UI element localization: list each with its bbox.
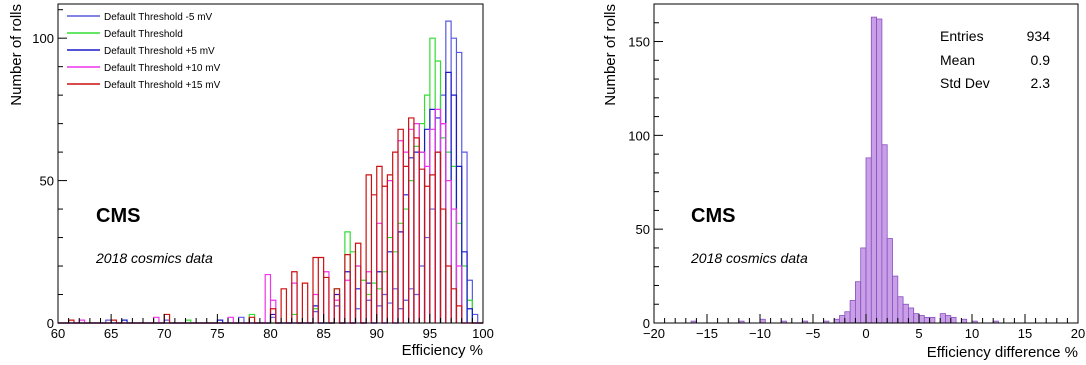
right-panel: −20 −15 −10 −5 0 5 10 15 20 0 50 100 150 Efficiency… (602, 3, 1085, 361)
right-x-tick-label: −5 (806, 326, 821, 341)
stats-mean-label: Mean (940, 52, 975, 68)
histogram-bar (918, 315, 925, 324)
right-y-ticks: 0 50 100 150 (628, 3, 663, 331)
left-x-tick-label: 95 (423, 326, 437, 341)
stats-mean-value: 0.9 (1031, 52, 1051, 68)
histogram-bar (865, 157, 872, 324)
left-x-tick-label: 80 (263, 326, 277, 341)
histogram-bar (886, 238, 893, 324)
stats-box: Entries 934 Mean 0.9 Std Dev 2.3 (940, 28, 1050, 91)
right-x-axis-label: Efficiency difference % (927, 344, 1078, 361)
histogram-bar (961, 318, 968, 324)
stats-stddev-label: Std Dev (940, 75, 990, 91)
histogram-bar (908, 307, 915, 324)
histogram-bar (855, 281, 862, 324)
histogram-bar (876, 18, 883, 324)
right-y-tick-label: 0 (643, 316, 650, 331)
histogram-bar (870, 16, 877, 324)
right-x-tick-label: 15 (1018, 326, 1032, 341)
right-cms-label: CMS (691, 205, 735, 227)
left-x-tick-label: 70 (157, 326, 171, 341)
right-x-tick-label: 5 (915, 326, 922, 341)
histogram-bar (897, 296, 904, 324)
left-x-axis-label: Efficiency % (402, 342, 483, 359)
histogram-bar (913, 313, 920, 324)
histogram-bar (860, 247, 867, 324)
right-x-tick-label: 10 (965, 326, 979, 341)
histogram-bar (892, 275, 899, 324)
legend-label: Default Threshold +5 mV (104, 46, 215, 57)
right-y-tick-label: 150 (628, 35, 650, 50)
left-y-tick-label: 50 (40, 174, 54, 189)
left-x-ticks: 60 65 70 75 80 85 90 95 100 (51, 314, 494, 341)
right-x-tick-label: 20 (1071, 326, 1085, 341)
left-x-tick-label: 100 (472, 326, 494, 341)
histogram-bar (849, 300, 856, 324)
right-dataset-label: 2018 cosmics data (690, 250, 808, 266)
right-y-axis-label: Number of rolls (602, 4, 619, 106)
right-y-tick-label: 50 (636, 222, 650, 237)
left-x-tick-label: 65 (104, 326, 118, 341)
histogram-bar (759, 318, 766, 324)
left-x-tick-label: 90 (370, 326, 384, 341)
left-y-axis-label: Number of rolls (8, 4, 25, 106)
legend-label: Default Threshold +15 mV (104, 80, 221, 91)
left-legend: Default Threshold -5 mV Default Threshold… (67, 12, 221, 91)
right-y-tick-label: 100 (628, 128, 650, 143)
histogram-bar (844, 311, 851, 324)
right-histogram (690, 16, 999, 324)
left-x-tick-label: 60 (51, 326, 65, 341)
right-x-tick-label: −15 (696, 326, 718, 341)
left-x-tick-label: 85 (316, 326, 330, 341)
histogram-bar (939, 313, 946, 324)
stats-entries-label: Entries (940, 28, 984, 44)
histogram-bar (881, 144, 888, 324)
stats-stddev-value: 2.3 (1031, 75, 1051, 91)
right-x-tick-label: 0 (862, 326, 869, 341)
histogram-bar (950, 316, 957, 324)
histogram-bar (902, 303, 909, 324)
left-y-ticks: 0 50 100 (32, 9, 67, 331)
histogram-bar (833, 318, 840, 324)
left-y-tick-label: 0 (47, 316, 54, 331)
right-x-tick-label: −10 (749, 326, 771, 341)
histogram-bar (945, 315, 952, 324)
histogram-bar (839, 315, 846, 324)
histogram-bar (923, 316, 930, 324)
right-x-tick-label: −20 (643, 326, 665, 341)
legend-label: Default Threshold (104, 29, 183, 40)
legend-label: Default Threshold +10 mV (104, 63, 221, 74)
legend-label: Default Threshold -5 mV (104, 12, 213, 23)
histogram-bar (929, 316, 936, 324)
left-cms-label: CMS (96, 205, 140, 227)
left-dataset-label: 2018 cosmics data (95, 250, 213, 266)
right-x-ticks: −20 −15 −10 −5 0 5 10 15 20 (643, 314, 1085, 341)
left-y-tick-label: 100 (32, 31, 54, 46)
stats-entries-value: 934 (1027, 28, 1051, 44)
left-x-tick-label: 75 (210, 326, 224, 341)
